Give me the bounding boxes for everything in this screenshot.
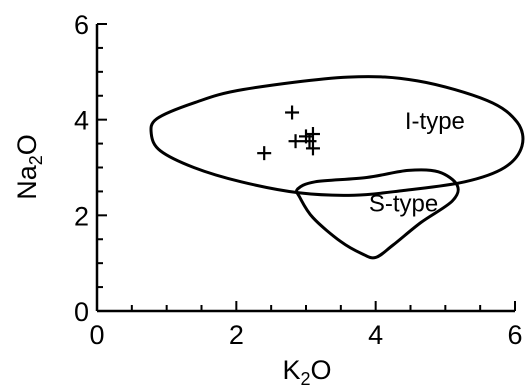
data-point: [305, 127, 320, 142]
i-type-label: I-type: [405, 108, 465, 135]
y-tick-label: 2: [74, 201, 89, 231]
y-tick-label: 4: [74, 106, 89, 136]
x-axis-label: K2O: [282, 355, 331, 387]
data-point: [302, 134, 317, 149]
i-type-field-outline: [149, 75, 525, 197]
x-tick-label: 4: [368, 320, 383, 350]
x-tick-label: 0: [89, 320, 104, 350]
axes: [95, 23, 516, 313]
sample-points: [257, 105, 320, 161]
x-tick-label: 2: [229, 320, 244, 350]
data-point: [257, 146, 272, 161]
y-tick-label: 6: [74, 10, 89, 40]
y-tick-label: 0: [74, 297, 89, 327]
chart-labels: 0 2 4 6 0 2 4 6 K2O Na2O I-type S-type: [12, 10, 523, 387]
data-point: [288, 134, 303, 149]
data-point: [285, 105, 300, 120]
s-type-label: S-type: [369, 191, 438, 218]
x-tick-label: 6: [507, 320, 522, 350]
data-point: [305, 141, 320, 156]
classification-fields: [149, 75, 525, 260]
y-axis-label: Na2O: [12, 134, 46, 200]
s-type-field-outline: [295, 168, 460, 260]
